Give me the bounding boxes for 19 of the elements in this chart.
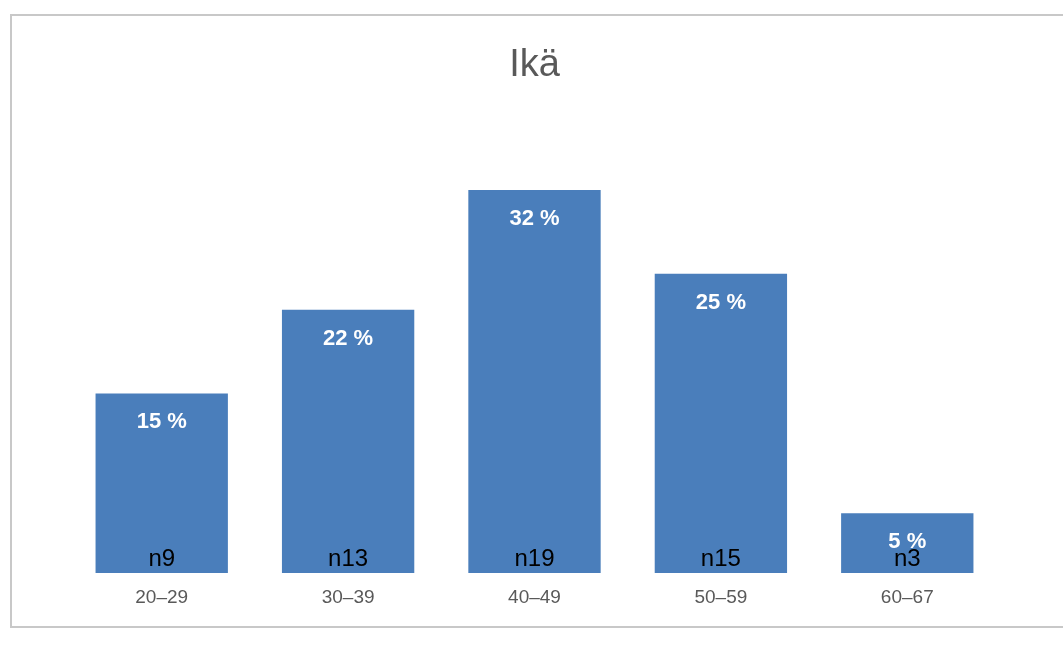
annotation: n19 xyxy=(514,544,555,571)
data-label: 22 % xyxy=(323,324,374,350)
bar xyxy=(468,189,601,573)
bar xyxy=(281,309,415,573)
annotation: n15 xyxy=(700,544,741,571)
x-tick-label: 20–29 xyxy=(135,585,189,607)
bar xyxy=(654,273,788,573)
x-tick-label: 30–39 xyxy=(321,585,375,607)
annotation: n13 xyxy=(328,544,369,571)
x-tick-label: 60–67 xyxy=(880,585,934,607)
annotation: n9 xyxy=(148,544,176,571)
bar xyxy=(841,513,974,573)
chart-title: Ikä xyxy=(509,42,561,84)
data-label: 15 % xyxy=(136,408,187,434)
x-tick-label: 40–49 xyxy=(508,585,561,607)
bar xyxy=(95,393,228,573)
data-label: 25 % xyxy=(695,288,746,314)
data-label: 32 % xyxy=(509,204,560,230)
x-tick-label: 50–59 xyxy=(694,585,748,607)
